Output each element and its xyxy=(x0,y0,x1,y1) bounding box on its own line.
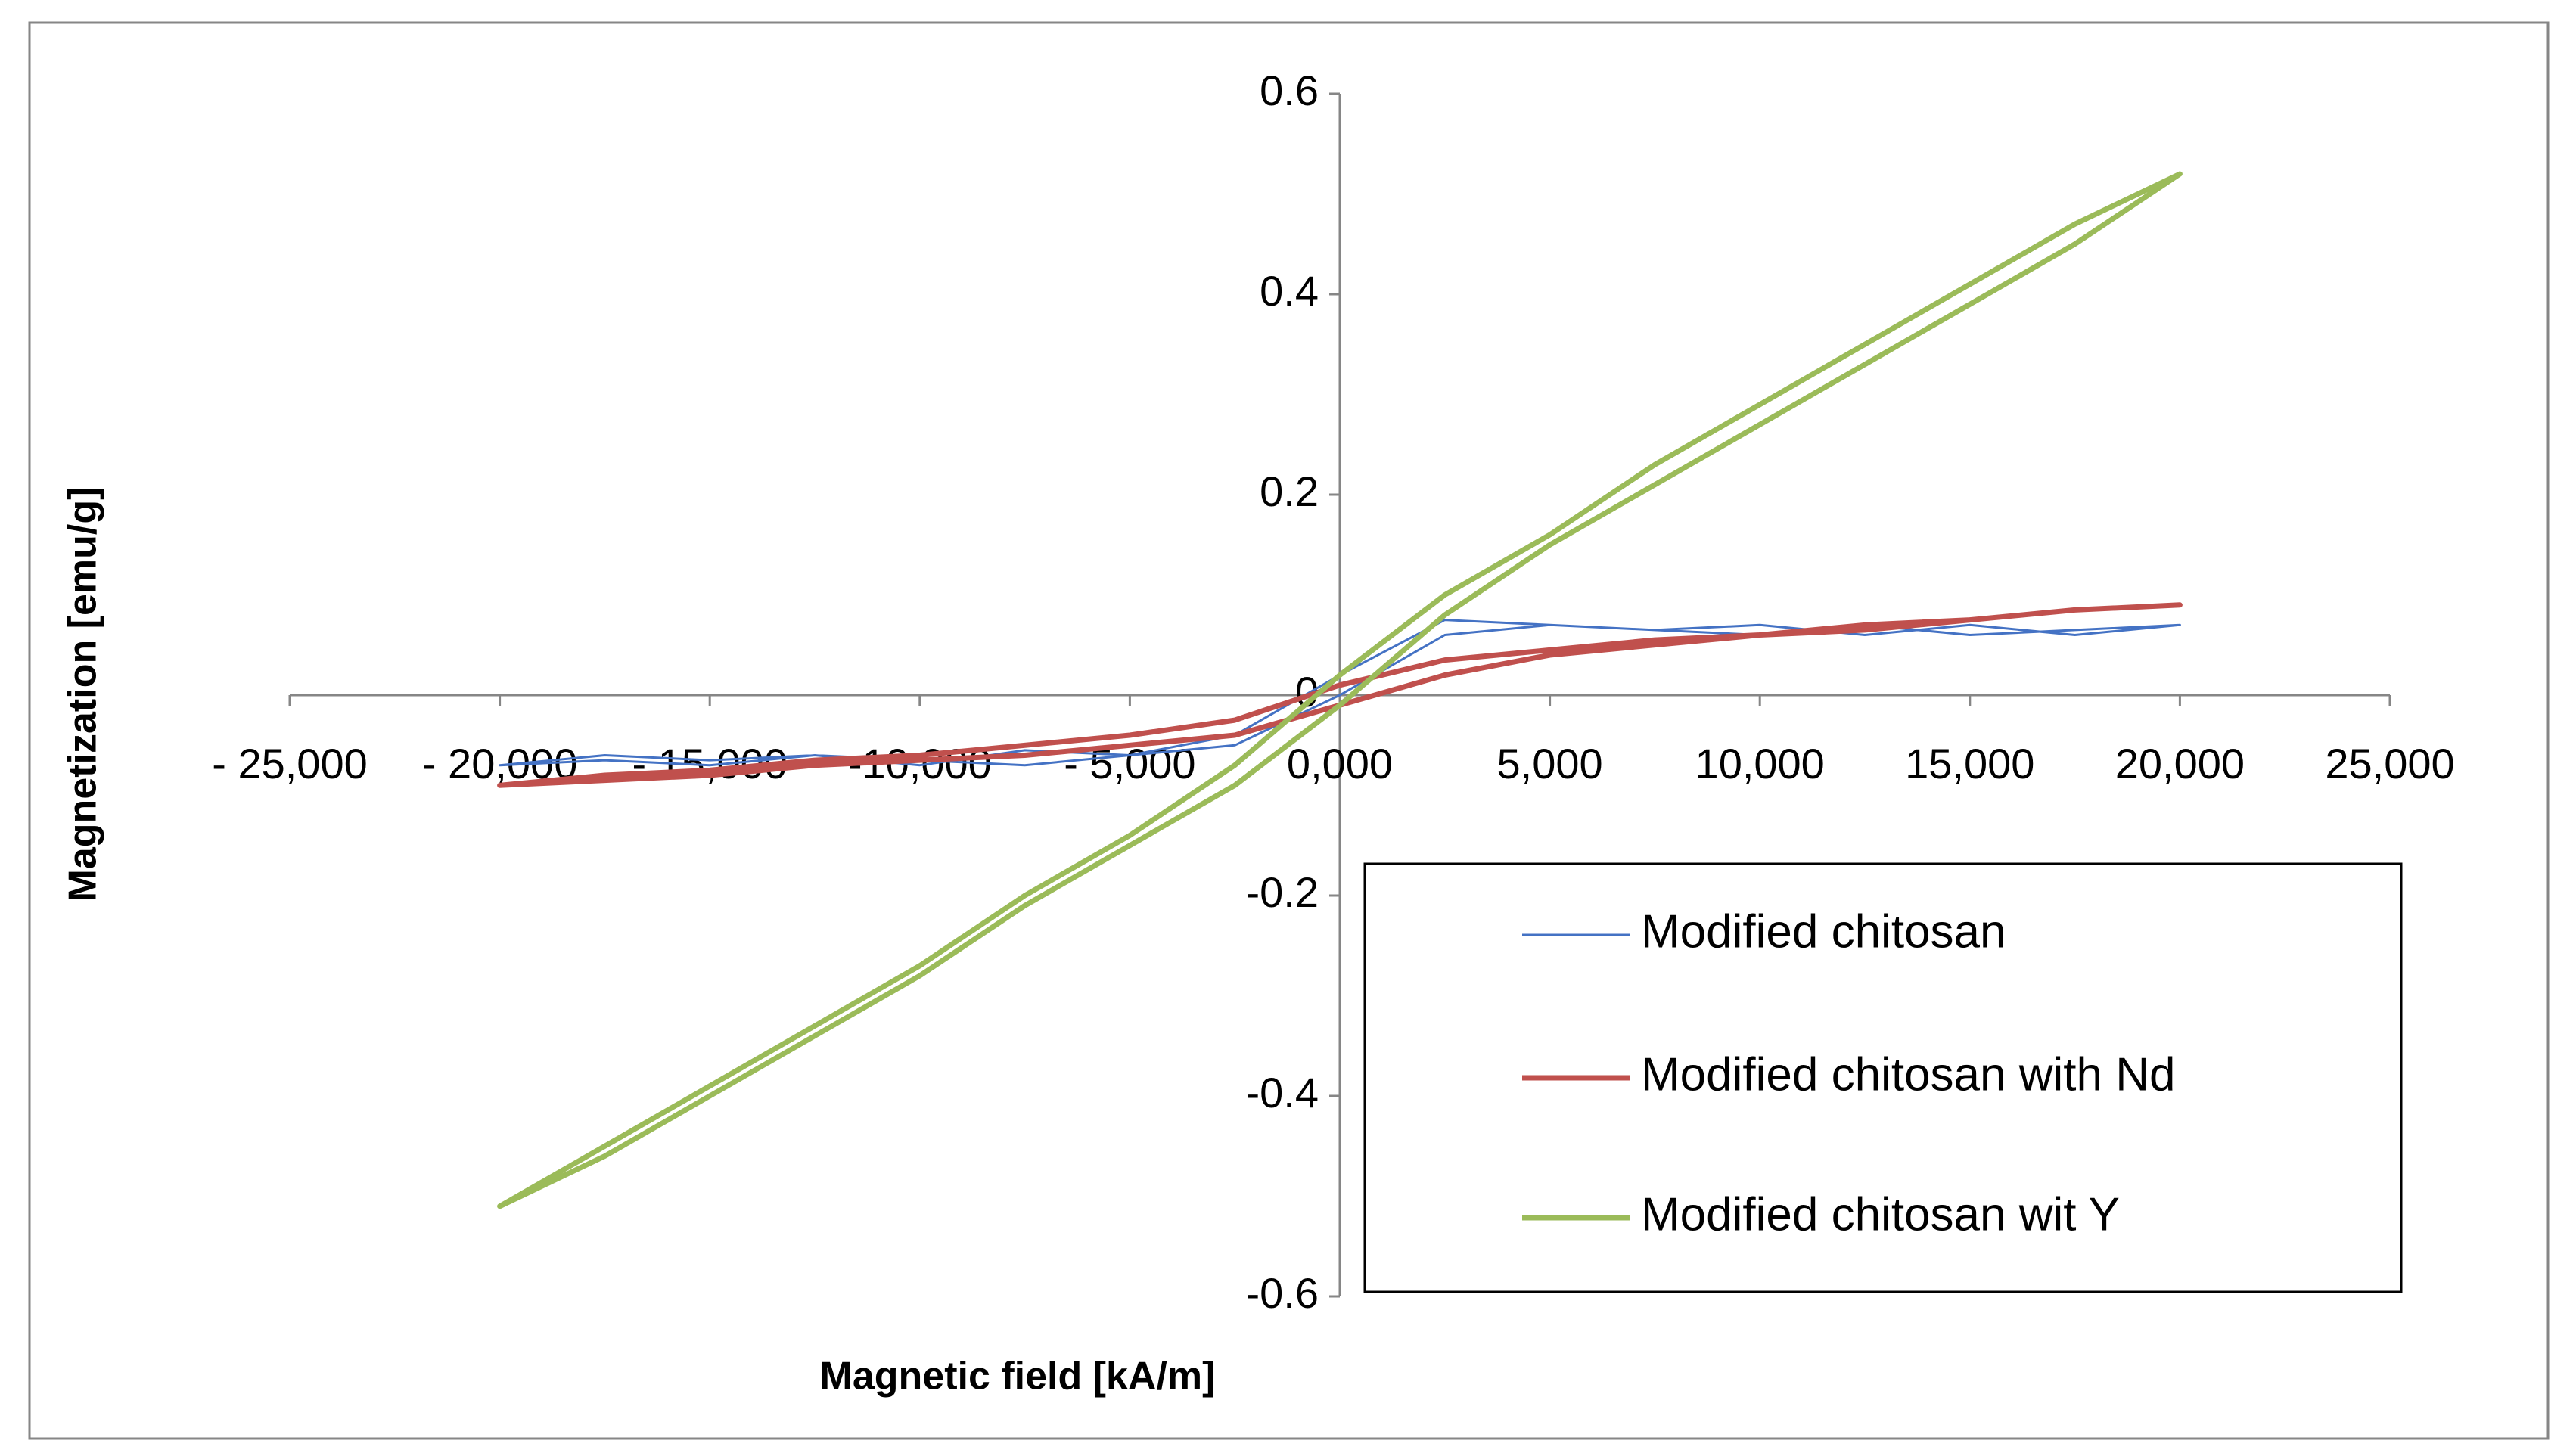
y-tick-label: 0.6 xyxy=(1260,67,1319,114)
legend: Modified chitosan Modified chitosan with … xyxy=(1363,862,2403,1293)
x-tick-label: 0,000 xyxy=(1287,740,1393,787)
y-tick-label: -0.4 xyxy=(1246,1069,1319,1116)
x-tick-label: 20,000 xyxy=(2115,740,2245,787)
series-line xyxy=(497,602,2183,788)
legend-label: Modified chitosan wit Y xyxy=(1641,1188,2120,1240)
series-line xyxy=(499,619,2181,767)
y-tick-label: 0.4 xyxy=(1260,267,1319,315)
y-tick-label: -0.6 xyxy=(1246,1269,1319,1317)
x-tick-label: 15,000 xyxy=(1905,740,2034,787)
x-tick-label: 25,000 xyxy=(2325,740,2454,787)
y-tick-label: -0.2 xyxy=(1246,868,1319,916)
x-tick-label: 5,000 xyxy=(1497,740,1603,787)
x-tick-label: - 25,000 xyxy=(212,740,368,787)
x-tick-label: 10,000 xyxy=(1695,740,1825,787)
y-tick-label: 0.2 xyxy=(1260,467,1319,515)
y-axis-title: Magnetization [emu/g] xyxy=(61,487,105,902)
x-axis-title: Magnetic field [kA/m] xyxy=(820,1355,1216,1399)
legend-label: Modified chitosan xyxy=(1641,905,2006,958)
plot-area xyxy=(497,171,2183,1209)
legend-label: Modified chitosan with Nd xyxy=(1641,1048,2175,1101)
series-line xyxy=(497,171,2183,1209)
